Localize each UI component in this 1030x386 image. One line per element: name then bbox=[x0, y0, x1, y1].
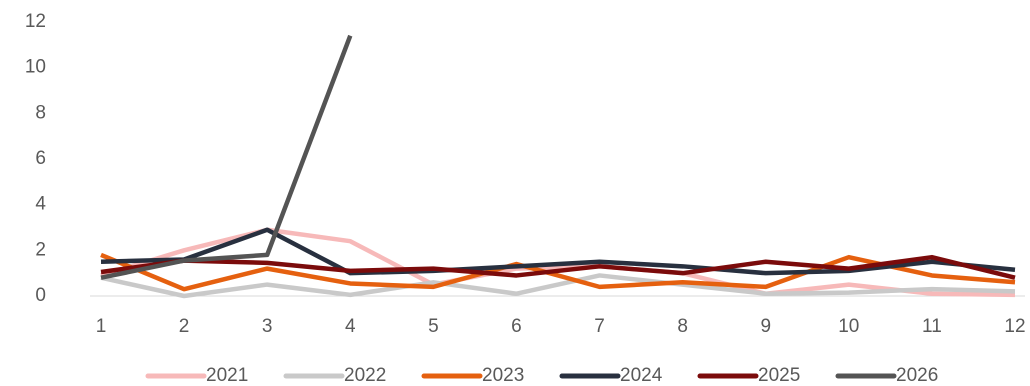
legend-label: 2022 bbox=[344, 365, 386, 386]
legend-label: 2021 bbox=[206, 365, 248, 386]
x-tick-label: 1 bbox=[96, 316, 107, 337]
x-tick-label: 8 bbox=[677, 316, 688, 337]
x-tick-label: 3 bbox=[262, 316, 273, 337]
y-tick-label: 0 bbox=[35, 285, 46, 306]
legend-label: 2025 bbox=[758, 365, 800, 386]
y-tick-label: 8 bbox=[35, 102, 46, 123]
series-line bbox=[100, 273, 1016, 299]
legend-label: 2024 bbox=[620, 365, 663, 386]
x-tick-label: 4 bbox=[345, 316, 356, 337]
y-tick-label: 4 bbox=[35, 194, 46, 215]
series-line bbox=[100, 227, 1016, 276]
x-tick-label: 6 bbox=[511, 316, 522, 337]
x-tick-label: 2 bbox=[179, 316, 190, 337]
x-tick-label: 11 bbox=[922, 316, 942, 337]
x-tick-label: 7 bbox=[594, 316, 605, 337]
legend-label: 2026 bbox=[896, 365, 938, 386]
x-tick-label: 9 bbox=[760, 316, 771, 337]
series-line bbox=[100, 34, 353, 280]
y-tick-label: 2 bbox=[35, 239, 46, 260]
x-tick-label: 12 bbox=[1004, 316, 1025, 337]
series-line bbox=[100, 252, 1016, 292]
series-line bbox=[100, 254, 1016, 280]
y-tick-label: 12 bbox=[25, 11, 46, 32]
y-tick-label: 6 bbox=[35, 148, 46, 169]
x-tick-label: 5 bbox=[428, 316, 439, 337]
y-tick-label: 10 bbox=[25, 57, 46, 78]
legend-label: 2023 bbox=[482, 365, 524, 386]
x-tick-label: 10 bbox=[838, 316, 859, 337]
